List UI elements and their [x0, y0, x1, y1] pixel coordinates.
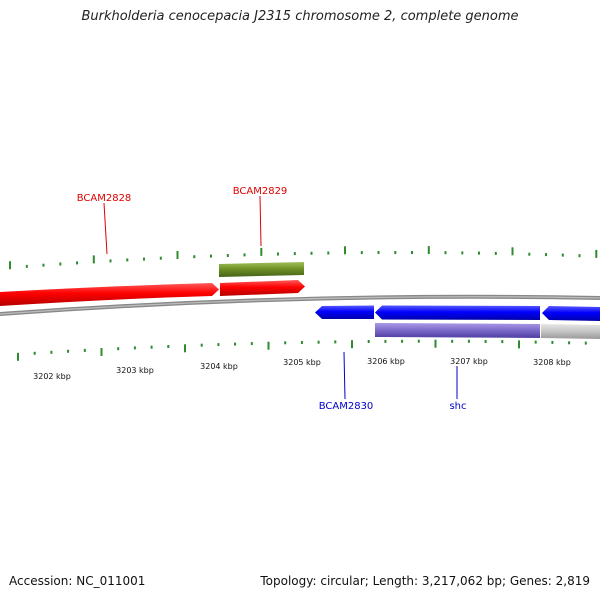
axis-label: 3205 kbp — [283, 358, 321, 367]
gene-shc-arrow[interactable] — [375, 305, 540, 321]
bcam2830-leader — [343, 351, 346, 400]
gene-label-shc[interactable]: shc — [449, 401, 466, 412]
outer-tick-marks — [9, 246, 598, 270]
gene-bcam2828-arrow[interactable] — [0, 283, 219, 306]
axis-label: 3208 kbp — [533, 358, 571, 367]
bcam2828-leader — [103, 202, 108, 255]
gene-label-bcam2830[interactable]: BCAM2830 — [319, 401, 374, 412]
genome-summary-text: Topology: circular; Length: 3,217,062 bp… — [260, 574, 590, 588]
gene-bcam2829-arrow[interactable] — [220, 280, 305, 296]
axis-labels: 3202 kbp 3203 kbp 3204 kbp 3205 kbp 3206… — [33, 357, 571, 381]
gene-label-bcam2829[interactable]: BCAM2829 — [233, 186, 288, 197]
gene-label-bcam2828[interactable]: BCAM2828 — [77, 193, 132, 204]
backbone-highlight — [0, 296, 600, 315]
gene-next-arrow[interactable] — [542, 306, 600, 321]
inner-tick-marks — [17, 339, 587, 361]
bcam2829-leader — [259, 195, 262, 247]
axis-label: 3207 kbp — [450, 357, 488, 366]
cds-green-block[interactable] — [219, 262, 304, 277]
axis-label: 3203 kbp — [116, 366, 154, 375]
map-title: Burkholderia cenocepacia J2315 chromosom… — [81, 9, 519, 24]
axis-label: 3206 kbp — [367, 357, 405, 366]
axis-label: 3204 kbp — [200, 362, 238, 371]
cds-grey-block[interactable] — [541, 324, 600, 339]
axis-label: 3202 kbp — [33, 372, 71, 381]
accession-text: Accession: NC_011001 — [9, 574, 146, 588]
cds-purple-block[interactable] — [375, 323, 540, 338]
gene-bcam2830-arrow[interactable] — [315, 305, 374, 320]
